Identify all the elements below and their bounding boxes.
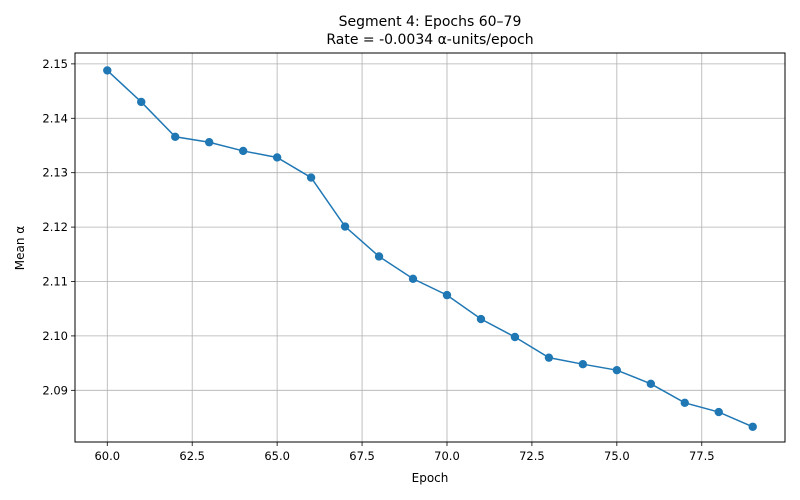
grid bbox=[75, 53, 785, 442]
y-tick-label: 2.09 bbox=[42, 383, 68, 397]
x-tick-label: 75.0 bbox=[604, 449, 630, 463]
y-tick-label: 2.13 bbox=[42, 166, 68, 180]
x-tick-label: 65.0 bbox=[264, 449, 290, 463]
y-axis-label: Mean α bbox=[13, 226, 27, 271]
y-tick-label: 2.14 bbox=[42, 111, 68, 125]
data-point bbox=[137, 97, 146, 107]
data-point bbox=[476, 314, 486, 324]
axes bbox=[74, 52, 786, 443]
data-point bbox=[578, 360, 588, 369]
data-point bbox=[442, 290, 452, 300]
data-point bbox=[510, 332, 520, 342]
data-point bbox=[680, 398, 689, 408]
data-point bbox=[612, 365, 622, 375]
x-tick-label: 67.5 bbox=[349, 449, 375, 463]
data-point bbox=[408, 274, 418, 283]
x-axis-ticks: 60.0 62.5 65.0 67.5 70.0 72.5 75.0 77.5 bbox=[94, 442, 715, 463]
data-point bbox=[748, 422, 757, 431]
plot-area-frame bbox=[74, 52, 786, 443]
y-axis-ticks: 2.09 2.10 2.11 2.12 2.13 2.14 2.15 bbox=[42, 57, 75, 397]
series bbox=[106, 69, 754, 428]
x-tick-label: 72.5 bbox=[519, 449, 545, 463]
series-line bbox=[106, 69, 754, 428]
x-tick-label: 70.0 bbox=[434, 449, 460, 463]
data-point bbox=[238, 146, 248, 156]
y-tick-label: 2.10 bbox=[42, 329, 68, 343]
x-tick-label: 77.5 bbox=[689, 449, 715, 463]
data-point bbox=[272, 153, 282, 162]
data-point bbox=[204, 138, 214, 147]
data-point bbox=[646, 379, 656, 388]
data-point bbox=[374, 252, 384, 261]
x-tick-label: 60.0 bbox=[94, 449, 120, 463]
data-point bbox=[544, 353, 554, 362]
data-point bbox=[340, 222, 350, 231]
chart-subtitle: Rate = -0.0034 α-units/epoch bbox=[326, 32, 533, 48]
data-point bbox=[103, 66, 112, 75]
series-markers bbox=[103, 66, 757, 431]
y-tick-label: 2.11 bbox=[42, 275, 68, 289]
data-point bbox=[714, 407, 723, 417]
data-point bbox=[171, 132, 180, 141]
data-point bbox=[306, 173, 316, 182]
y-tick-label: 2.12 bbox=[42, 220, 68, 234]
x-axis-label: Epoch bbox=[412, 471, 449, 485]
y-tick-label: 2.15 bbox=[42, 57, 68, 71]
chart-title: Segment 4: Epochs 60–79 bbox=[339, 14, 522, 30]
x-tick-label: 62.5 bbox=[179, 449, 205, 463]
